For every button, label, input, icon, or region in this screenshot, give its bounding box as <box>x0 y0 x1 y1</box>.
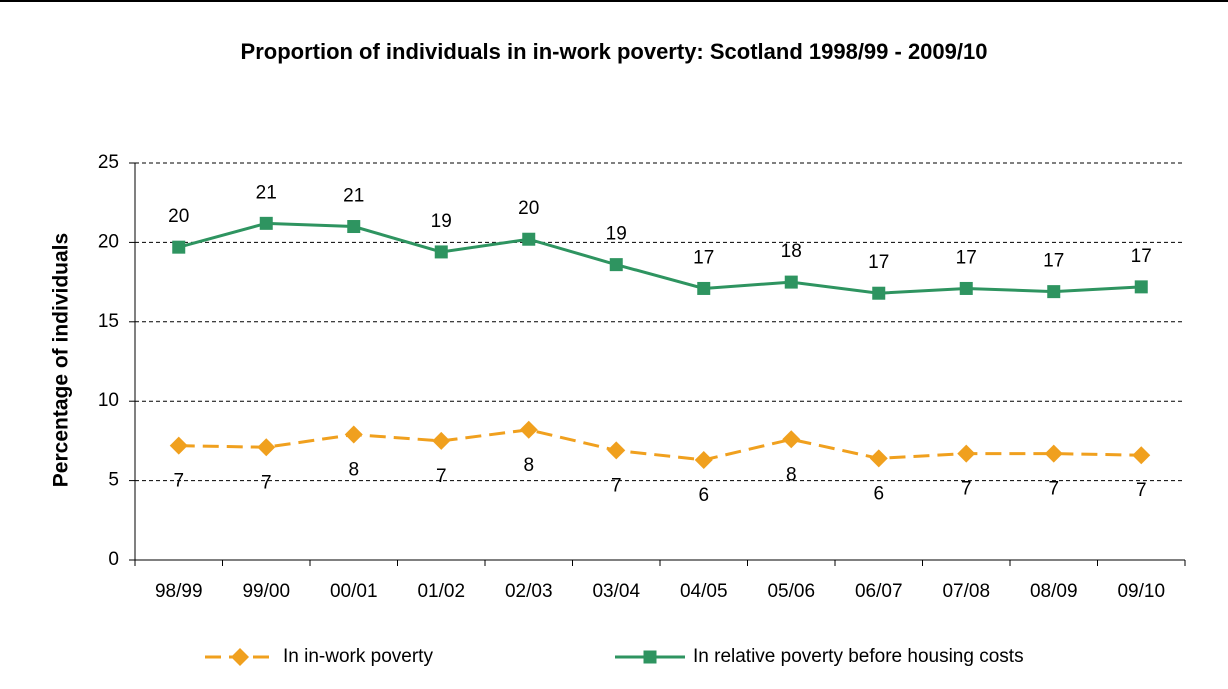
marker <box>259 216 273 230</box>
legend-label: In in-work poverty <box>283 646 433 667</box>
x-tick-label: 08/09 <box>1030 581 1078 602</box>
marker <box>522 232 536 246</box>
data-label: 7 <box>1136 480 1147 501</box>
x-tick-label: 00/01 <box>330 581 378 602</box>
x-tick-label: 01/02 <box>417 581 465 602</box>
data-label: 7 <box>961 479 972 500</box>
data-label: 7 <box>436 466 447 487</box>
y-tick-label: 25 <box>98 152 119 173</box>
data-label: 17 <box>868 252 889 273</box>
marker <box>257 438 276 457</box>
series-line <box>178 221 1142 295</box>
marker <box>959 281 973 295</box>
y-tick-label: 20 <box>98 231 119 252</box>
x-tick-label: 06/07 <box>855 581 903 602</box>
data-label: 20 <box>518 198 539 219</box>
marker <box>957 444 976 463</box>
y-axis-label: Percentage of individuals <box>50 233 73 487</box>
marker <box>434 245 448 259</box>
series-line <box>178 428 1142 462</box>
marker <box>872 286 886 300</box>
legend-marker <box>231 648 249 666</box>
data-label: 8 <box>348 460 359 481</box>
x-tick-label: 09/10 <box>1117 581 1165 602</box>
y-tick-label: 0 <box>108 549 119 570</box>
x-tick-label: 99/00 <box>242 581 290 602</box>
marker <box>519 420 538 439</box>
marker <box>782 430 801 449</box>
y-tick-label: 5 <box>108 470 119 491</box>
marker <box>1134 280 1148 294</box>
marker <box>1044 444 1063 463</box>
marker <box>1047 285 1061 299</box>
data-label: 17 <box>956 247 977 268</box>
data-label: 7 <box>173 471 184 492</box>
marker <box>1132 446 1151 465</box>
marker <box>607 441 626 460</box>
x-tick-label: 98/99 <box>155 581 203 602</box>
x-tick-label: 02/03 <box>505 581 553 602</box>
marker <box>169 436 188 455</box>
marker <box>697 281 711 295</box>
data-label: 6 <box>873 483 884 504</box>
data-label: 17 <box>1043 251 1064 272</box>
marker <box>869 449 888 468</box>
data-label: 19 <box>606 224 627 245</box>
legend-label: In relative poverty before housing costs <box>693 646 1024 667</box>
data-label: 18 <box>781 241 802 262</box>
y-tick-label: 10 <box>98 390 119 411</box>
data-label: 7 <box>1048 479 1059 500</box>
data-label: 21 <box>343 186 364 207</box>
data-label: 8 <box>523 455 534 476</box>
data-label: 6 <box>698 485 709 506</box>
data-label: 7 <box>261 472 272 493</box>
x-tick-label: 07/08 <box>942 581 990 602</box>
data-label: 7 <box>611 475 622 496</box>
y-tick-label: 15 <box>98 311 119 332</box>
marker <box>172 240 186 254</box>
marker <box>344 425 363 444</box>
x-tick-label: 05/06 <box>767 581 815 602</box>
x-tick-label: 03/04 <box>592 581 640 602</box>
data-label: 17 <box>1131 246 1152 267</box>
data-label: 19 <box>431 211 452 232</box>
marker <box>609 258 623 272</box>
data-label: 8 <box>786 464 797 485</box>
marker <box>694 450 713 469</box>
data-label: 20 <box>168 206 189 227</box>
legend-marker <box>643 650 657 664</box>
marker <box>784 275 798 289</box>
x-tick-label: 04/05 <box>680 581 728 602</box>
marker <box>347 220 361 234</box>
marker <box>432 431 451 450</box>
data-label: 21 <box>256 182 277 203</box>
data-label: 17 <box>693 247 714 268</box>
chart-title: Proportion of individuals in in-work pov… <box>240 39 988 64</box>
